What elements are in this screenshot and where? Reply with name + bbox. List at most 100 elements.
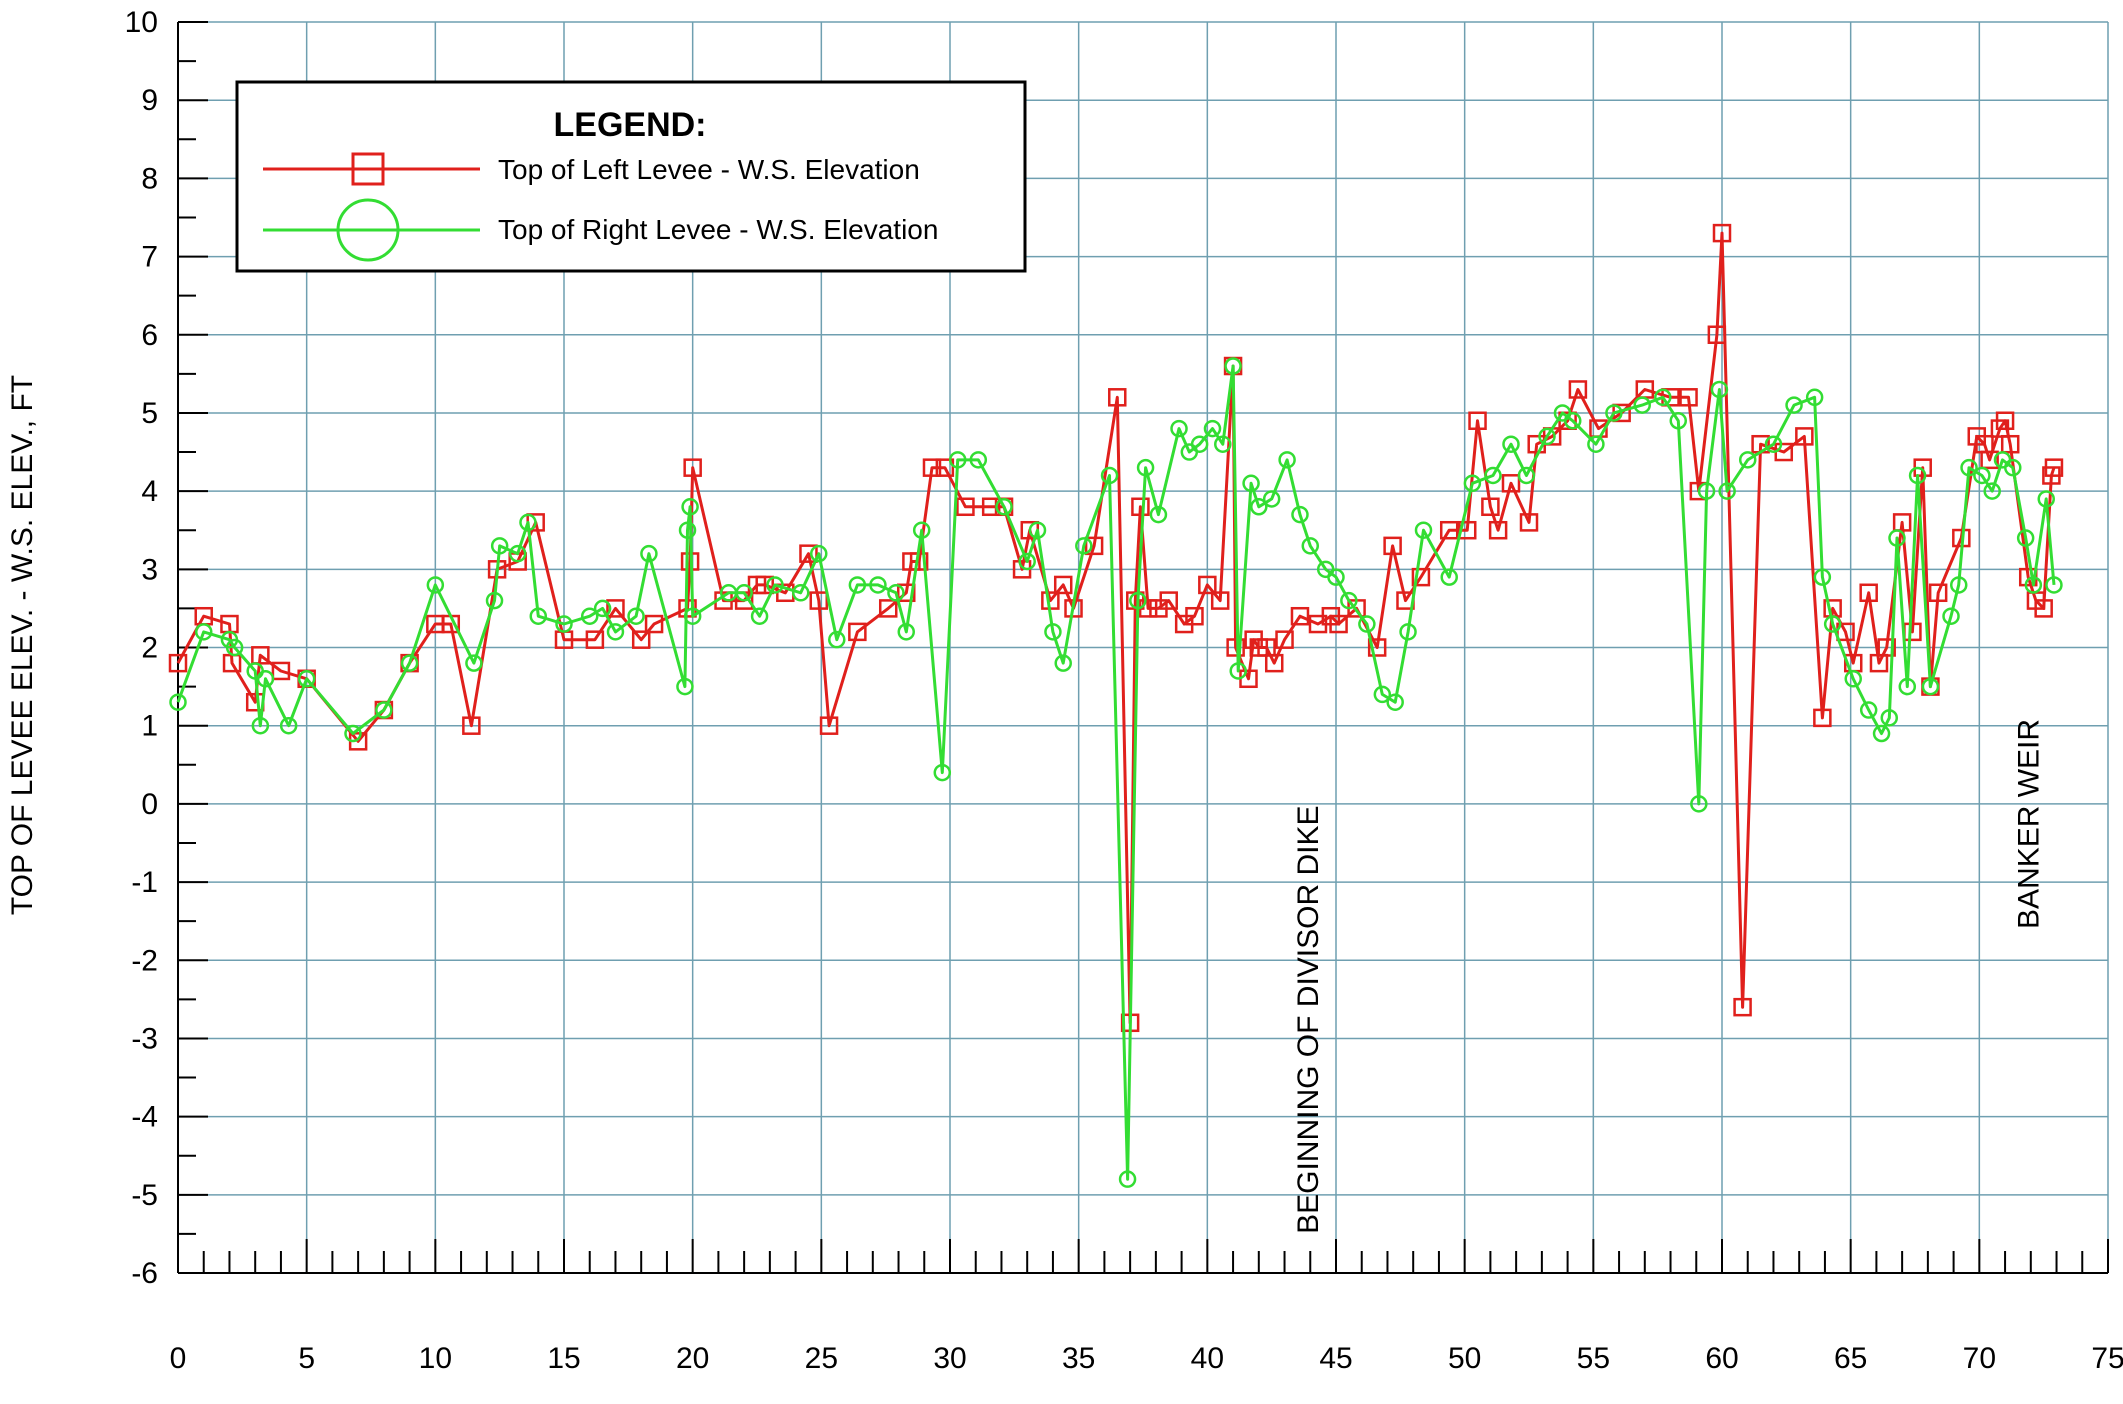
data-point-left-levee — [1707, 325, 1727, 344]
data-point-right-levee — [1983, 482, 2001, 500]
data-point-right-levee — [1136, 458, 1155, 477]
data-point-left-levee — [1877, 638, 1896, 657]
annotation-label: BANKER WEIR — [2013, 719, 2046, 929]
data-point-right-levee — [1214, 435, 1232, 453]
data-point-right-levee — [2037, 490, 2055, 508]
data-point-right-levee — [1399, 623, 1417, 641]
legend-marker-square — [351, 152, 385, 186]
data-point-right-levee — [1044, 623, 1062, 641]
data-point-right-levee — [1960, 458, 1978, 477]
data-point-right-levee — [251, 716, 270, 735]
data-point-right-levee — [279, 716, 298, 735]
data-point-left-levee — [1053, 575, 1073, 595]
data-point-right-levee — [1538, 427, 1556, 446]
data-point-right-levee — [1949, 576, 1968, 594]
data-point-right-levee — [1262, 490, 1281, 508]
data-point-right-levee — [1203, 419, 1222, 438]
data-point-right-levee — [1118, 1170, 1137, 1188]
y-tick-label: -5 — [131, 1179, 158, 1212]
data-point-right-levee — [1633, 396, 1651, 414]
data-point-right-levee — [1386, 693, 1404, 711]
y-tick-label: 3 — [141, 553, 158, 586]
data-point-left-levee — [1488, 520, 1508, 540]
data-point-right-levee — [1973, 466, 1991, 485]
data-point-right-levee — [1718, 482, 1736, 500]
legend-title: LEGEND: — [554, 106, 707, 144]
legend-label-right-levee: Top of Right Levee - W.S. Elevation — [498, 214, 938, 245]
data-point-left-levee — [1383, 536, 1402, 556]
data-point-left-levee — [1928, 583, 1948, 603]
x-tick-label: 15 — [547, 1342, 580, 1375]
data-point-right-levee — [735, 584, 753, 602]
data-point-right-levee — [1844, 670, 1862, 688]
x-tick-label: 70 — [1963, 1342, 1996, 1375]
data-point-right-levee — [828, 630, 846, 649]
data-point-left-levee — [1836, 622, 1855, 642]
annotation-label: BEGINNING OF DIVISOR DIKE — [1292, 806, 1325, 1234]
data-point-right-levee — [1697, 482, 1716, 500]
data-point-right-levee — [1502, 435, 1520, 453]
data-point-right-levee — [1813, 568, 1832, 586]
data-point-left-levee — [1226, 638, 1245, 657]
legend: LEGEND: Top of Left Levee - W.S. Elevati… — [235, 80, 1027, 273]
data-point-left-levee — [606, 599, 625, 618]
data-point-right-levee — [1463, 474, 1482, 493]
x-tick-label: 60 — [1705, 1342, 1738, 1375]
data-point-right-levee — [681, 498, 699, 516]
data-point-right-levee — [1291, 505, 1309, 524]
x-tick-label: 50 — [1448, 1342, 1481, 1375]
data-point-right-levee — [400, 654, 419, 672]
y-tick-label: 7 — [141, 241, 158, 274]
y-tick-label: 8 — [141, 162, 158, 195]
data-point-left-levee — [956, 497, 975, 517]
data-point-right-levee — [640, 544, 658, 563]
data-point-right-levee — [375, 701, 393, 719]
data-point-left-levee — [1439, 520, 1459, 540]
data-point-left-levee — [1892, 513, 1912, 532]
data-point-right-levee — [1484, 466, 1502, 485]
data-point-left-levee — [981, 497, 1001, 517]
data-point-right-levee — [1880, 709, 1899, 727]
legend-label-left-levee: Top of Left Levee - W.S. Elevation — [498, 154, 920, 185]
x-tick-label: 75 — [2091, 1342, 2123, 1375]
data-point-right-levee — [995, 498, 1013, 516]
data-point-left-levee — [2000, 434, 2020, 454]
data-point-right-levee — [1605, 404, 1623, 422]
data-point-left-levee — [897, 583, 916, 603]
data-point-left-levee — [1795, 427, 1814, 446]
data-point-left-levee — [683, 458, 702, 477]
series-layer — [168, 223, 2064, 1188]
data-point-right-levee — [606, 623, 625, 641]
legend-marker-circle — [336, 198, 400, 262]
data-point-left-levee — [462, 716, 481, 735]
data-point-right-levee — [1129, 591, 1147, 610]
data-point-left-levee — [922, 458, 942, 477]
x-tick-label: 65 — [1834, 1342, 1867, 1375]
data-point-left-levee — [1813, 708, 1832, 728]
data-point-left-levee — [1108, 388, 1127, 407]
data-point-right-levee — [1690, 795, 1708, 813]
data-point-left-levee — [1210, 591, 1230, 610]
data-point-right-levee — [1654, 388, 1672, 407]
data-point-right-levee — [791, 584, 810, 602]
x-tick-label: 5 — [298, 1342, 315, 1375]
data-point-right-levee — [1785, 396, 1803, 414]
x-tick-label: 20 — [676, 1342, 709, 1375]
y-tick-label: -1 — [131, 866, 158, 899]
data-point-right-levee — [1054, 654, 1072, 672]
data-point-right-levee — [678, 521, 697, 539]
data-point-left-levee — [2034, 599, 2053, 618]
y-tick-label: 1 — [141, 710, 158, 743]
data-point-left-levee — [1995, 411, 2015, 431]
data-point-right-levee — [1563, 412, 1582, 430]
x-tick-label: 55 — [1577, 1342, 1610, 1375]
data-point-right-levee — [225, 638, 244, 657]
data-point-right-levee — [1075, 537, 1093, 555]
data-point-right-levee — [593, 599, 612, 618]
x-tick-label: 25 — [805, 1342, 838, 1375]
data-point-right-levee — [1358, 615, 1376, 633]
data-point-left-levee — [2044, 458, 2064, 477]
y-tick-label: -2 — [131, 944, 158, 977]
data-point-right-levee — [1018, 552, 1036, 571]
